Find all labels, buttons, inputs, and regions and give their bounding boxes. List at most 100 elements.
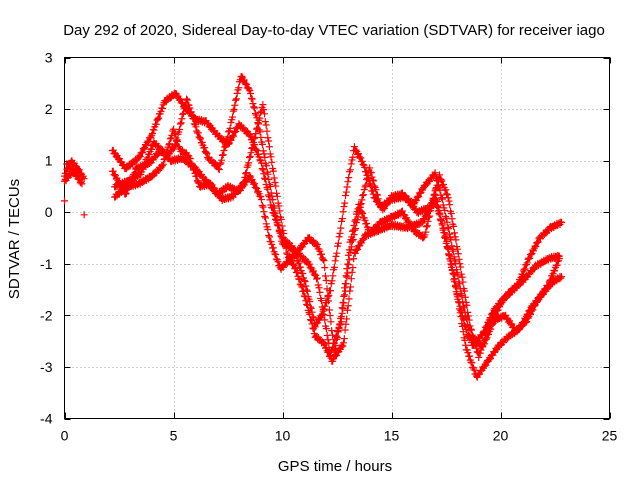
data-point [349, 153, 357, 161]
data-point [533, 239, 541, 247]
data-point [176, 95, 184, 103]
data-point [361, 183, 369, 191]
data-point [248, 95, 256, 103]
data-point [339, 208, 347, 216]
data-point [456, 302, 464, 310]
data-point [130, 170, 138, 178]
data-point [348, 227, 356, 235]
data-point [531, 242, 539, 250]
data-point [257, 133, 265, 141]
data-point [229, 113, 237, 121]
data-point [230, 128, 238, 136]
data-point [320, 257, 328, 265]
data-point [325, 306, 333, 314]
data-point [251, 134, 259, 142]
data-point [374, 195, 382, 203]
data-point [250, 180, 258, 188]
data-point [340, 335, 348, 343]
data-point [488, 320, 496, 328]
data-point [316, 288, 324, 296]
data-point [322, 325, 330, 333]
data-point [438, 220, 446, 228]
data-point [367, 169, 375, 177]
gridlines [64, 57, 610, 419]
data-point [122, 189, 130, 197]
data-point [307, 263, 315, 271]
data-point [345, 246, 353, 254]
data-point [335, 233, 343, 241]
data-point [361, 216, 369, 224]
data-point [456, 280, 464, 288]
data-point [457, 307, 465, 315]
y-tick-label: 3 [45, 50, 53, 66]
data-point [319, 307, 327, 315]
data-point [423, 212, 431, 220]
data-point [265, 175, 273, 183]
data-point [166, 135, 174, 143]
y-tick-label: 0 [45, 204, 53, 220]
data-point [142, 142, 150, 150]
data-point [451, 233, 459, 241]
data-point [558, 219, 566, 227]
data-point [280, 230, 288, 238]
data-point [267, 153, 275, 161]
data-point [189, 114, 197, 122]
data-point [530, 302, 538, 310]
data-point [259, 166, 267, 174]
data-point [190, 162, 198, 170]
data-point [522, 318, 530, 326]
data-point [242, 169, 250, 177]
data-point [423, 222, 431, 230]
data-point [547, 276, 555, 284]
data-point [274, 221, 282, 229]
data-point [272, 250, 280, 258]
data-point [422, 181, 430, 189]
data-point [221, 143, 229, 151]
data-point [166, 140, 174, 148]
data-point [200, 144, 208, 152]
data-point [457, 270, 465, 278]
data-point [333, 249, 341, 257]
data-point [78, 180, 86, 188]
data-point [373, 191, 381, 199]
data-point [265, 137, 273, 145]
data-point [295, 259, 303, 267]
data-point [183, 96, 191, 104]
data-points [61, 72, 566, 381]
y-axis-label: SDTVAR / TECUs [6, 179, 23, 299]
data-point [272, 182, 280, 190]
data-point [459, 278, 467, 286]
data-point [264, 170, 272, 178]
data-point [292, 264, 300, 272]
data-point [302, 282, 310, 290]
data-point [249, 144, 257, 152]
data-point [317, 297, 325, 305]
data-point [337, 313, 345, 321]
data-point [521, 265, 529, 273]
data-point [322, 343, 330, 351]
data-point [253, 147, 261, 155]
data-point [338, 304, 346, 312]
data-point [333, 334, 341, 342]
data-point [203, 149, 211, 157]
data-point [259, 101, 267, 109]
data-point [413, 194, 421, 202]
data-point [458, 273, 466, 281]
data-point [456, 260, 464, 268]
data-point [300, 292, 308, 300]
data-point [481, 340, 489, 348]
data-point [258, 165, 266, 173]
data-point [461, 293, 469, 301]
data-point [261, 174, 269, 182]
data-point [524, 255, 532, 263]
data-point [246, 172, 254, 180]
data-point [451, 283, 459, 291]
data-point [155, 114, 163, 122]
data-point [350, 222, 358, 230]
y-tick-label: 1 [45, 153, 53, 169]
data-point [109, 167, 117, 175]
data-point [250, 135, 258, 143]
data-point [363, 220, 371, 228]
data-point [457, 263, 465, 271]
